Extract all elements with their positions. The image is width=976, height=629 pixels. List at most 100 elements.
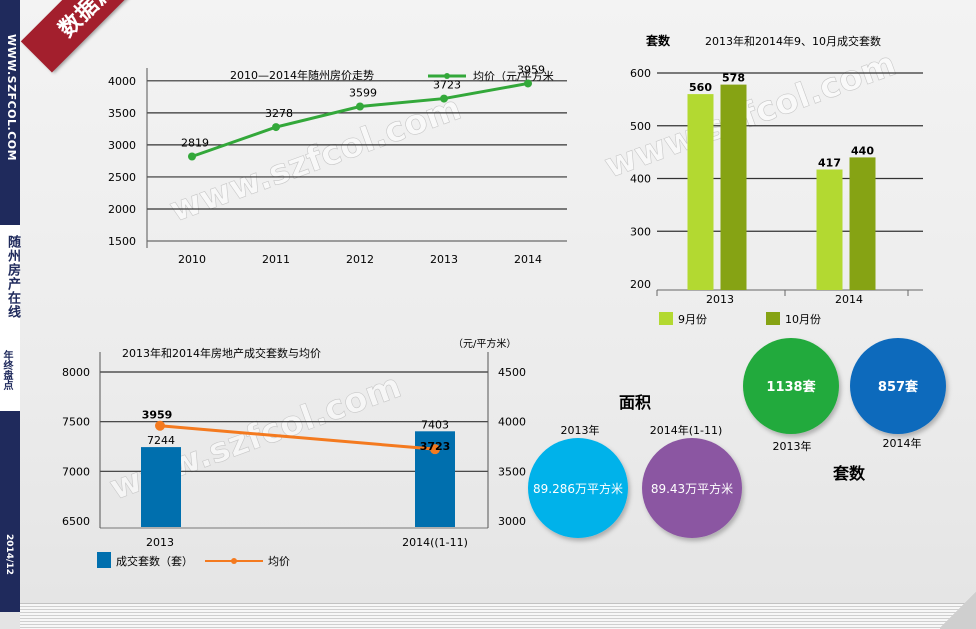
- y-tick-label: 2500: [108, 171, 136, 184]
- data-label: 3959: [517, 63, 545, 76]
- data-label: 3278: [265, 107, 293, 120]
- bar: [849, 157, 876, 290]
- units-section: 1138套 2013年 857套 2014年 套数: [743, 338, 946, 483]
- bar: [816, 169, 843, 290]
- combo-y2-label: （元/平方米）: [453, 337, 516, 350]
- y-tick-label: 3500: [108, 107, 136, 120]
- y-tick-label: 600: [630, 67, 651, 80]
- sep-oct-title: 2013年和2014年9、10月成交套数: [705, 34, 881, 48]
- sidebar-site-name: 随州房产在线: [5, 235, 20, 319]
- units-value-2014: 857套: [878, 379, 919, 395]
- y-tick-label: 7500: [62, 416, 90, 429]
- x-tick-label: 2014((1-11): [402, 536, 468, 549]
- combo-price-line: [159, 424, 436, 451]
- watermarks: www.szfcol.com www.szfcol.com www.szfcol…: [104, 44, 902, 509]
- data-label: 578: [722, 72, 745, 85]
- y-tick-label: 8000: [62, 366, 90, 379]
- sep-oct-legend: 9月份 10月份: [659, 312, 821, 326]
- legend-line-marker: [444, 73, 450, 79]
- area-label-2014: 2014年(1-11): [650, 423, 723, 437]
- price-trend-chart: 2010—2014年随州房价走势 均价（元/平方米 1500 2000 2500 30…: [108, 63, 567, 266]
- sidebar-name-block: 随州房产在线 年终盘点: [0, 222, 20, 414]
- page-edge: [20, 603, 976, 629]
- units-value-2013: 1138套: [766, 379, 816, 395]
- data-point: [430, 444, 440, 455]
- x-tick-label: 2012: [346, 253, 374, 266]
- data-point: [440, 94, 448, 103]
- y2-tick-label: 3000: [498, 515, 526, 528]
- y-tick-label: 500: [630, 120, 651, 133]
- area-circle-2014: [642, 438, 742, 538]
- x-tick-label: 2014: [514, 253, 542, 266]
- legend-label-oct: 10月份: [785, 313, 821, 326]
- data-point: [524, 79, 532, 88]
- bar: [141, 447, 181, 527]
- x-tick-label: 2013: [430, 253, 458, 266]
- x-tick-label: 2011: [262, 253, 290, 266]
- data-label: 2819: [181, 136, 209, 149]
- units-label-2014: 2014年: [883, 436, 922, 450]
- units-heading: 套数: [832, 464, 866, 483]
- legend-swatch-oct: [766, 312, 780, 325]
- data-label: 7403: [421, 418, 449, 431]
- bar: [720, 84, 747, 290]
- y2-tick-label: 4500: [498, 366, 526, 379]
- data-point: [272, 123, 280, 132]
- legend-swatch-sep: [659, 312, 673, 325]
- combo-title: 2013年和2014年房地产成交套数与均价: [122, 346, 321, 360]
- sep-oct-sales-chart: 套数 2013年和2014年9、10月成交套数 200 300 400 500 600 2…: [630, 33, 923, 326]
- y-tick-label: 200: [630, 278, 651, 291]
- price-trend-legend: 均价（元/平方米: [428, 69, 554, 83]
- area-value-2013: 89.286万平方米: [533, 481, 623, 496]
- x-tick-label: 2013: [706, 293, 734, 306]
- x-tick-label: 2013: [146, 536, 174, 549]
- data-point: [356, 102, 364, 111]
- y-tick-label: 400: [630, 173, 651, 186]
- data-label: 560: [689, 81, 712, 94]
- legend-label-bar: 成交套数（套）: [116, 554, 193, 568]
- y-tick-label: 3000: [108, 139, 136, 152]
- y-tick-label: 2000: [108, 203, 136, 216]
- data-label: 417: [818, 157, 841, 170]
- y-tick-label: 6500: [62, 515, 90, 528]
- y-tick-label: 1500: [108, 235, 136, 248]
- sales-price-combo-chart: 2013年和2014年房地产成交套数与均价 （元/平方米） 6500 7000 75…: [62, 337, 526, 568]
- sep-oct-y-label: 套数: [645, 33, 671, 48]
- sidebar-site-url: WWW.SZFCOL.COM: [5, 34, 18, 162]
- combo-legend: 成交套数（套） 均价: [97, 552, 290, 568]
- sidebar-year-end: 年终盘点: [1, 350, 12, 390]
- x-tick-label: 2010: [178, 253, 206, 266]
- units-label-2013: 2013年: [773, 439, 812, 453]
- data-label: 3959: [142, 409, 173, 422]
- y2-tick-label: 3500: [498, 465, 526, 478]
- units-circle-2013: [743, 338, 839, 434]
- price-trend-title: 2010—2014年随州房价走势: [230, 68, 374, 82]
- data-label: 3723: [420, 440, 451, 453]
- area-section: 面积 2013年 89.286万平方米 2014年(1-11) 89.43万平方…: [528, 393, 742, 538]
- y-tick-label: 7000: [62, 465, 90, 478]
- y2-tick-label: 4000: [498, 416, 526, 429]
- page-curl: [940, 590, 976, 629]
- area-value-2014: 89.43万平方米: [651, 481, 733, 496]
- area-circle-2013: [528, 438, 628, 538]
- y-tick-label: 4000: [108, 75, 136, 88]
- area-heading: 面积: [619, 393, 651, 412]
- data-label: 3723: [433, 79, 461, 92]
- legend-swatch-bar: [97, 552, 111, 568]
- sidebar: WWW.SZFCOL.COM 随州房产在线 年终盘点 2014/12: [0, 0, 20, 612]
- y-tick-label: 300: [630, 225, 651, 238]
- data-point: [155, 420, 165, 431]
- sidebar-date: 2014/12: [4, 534, 14, 575]
- data-label: 3599: [349, 87, 377, 100]
- data-label: 7244: [147, 434, 175, 447]
- x-tick-label: 2014: [835, 293, 863, 306]
- data-point: [188, 152, 196, 161]
- legend-line-marker: [231, 558, 237, 564]
- legend-line-label: 均价（元/平方米: [473, 69, 554, 83]
- units-circle-2014: [850, 338, 946, 434]
- area-label-2013: 2013年: [561, 423, 600, 437]
- legend-label-sep: 9月份: [678, 313, 707, 326]
- data-label: 440: [851, 144, 874, 157]
